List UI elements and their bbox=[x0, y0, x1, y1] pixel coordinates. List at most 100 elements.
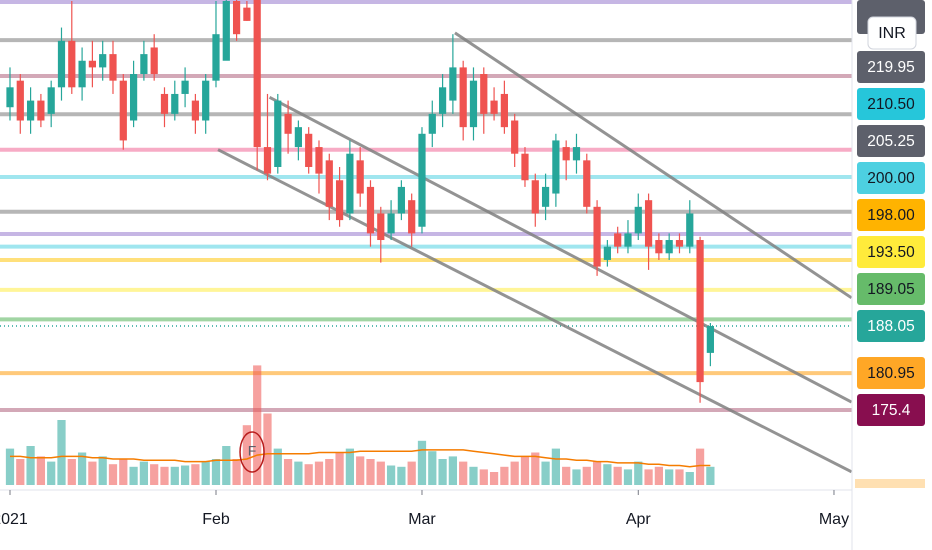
candle-body bbox=[377, 213, 385, 241]
candle-body bbox=[232, 0, 241, 35]
currency-button[interactable]: INR bbox=[867, 16, 917, 50]
candle-body bbox=[99, 54, 107, 68]
volume-bar bbox=[438, 459, 447, 485]
volume-bar bbox=[685, 472, 694, 485]
volume-bar bbox=[428, 451, 437, 485]
candle-body bbox=[212, 34, 220, 81]
volume-bar bbox=[366, 459, 375, 485]
x-tick-label: May bbox=[819, 511, 849, 528]
candle-body bbox=[634, 206, 642, 234]
candle-body bbox=[263, 147, 272, 174]
candle-body bbox=[541, 186, 550, 207]
volume-bar bbox=[706, 466, 715, 485]
price-label-bg bbox=[857, 125, 925, 158]
candle-body bbox=[490, 100, 498, 114]
x-tick-label: Mar bbox=[408, 511, 436, 528]
volume-bar bbox=[26, 446, 35, 485]
annotation-text: F bbox=[248, 443, 257, 459]
volume-bar bbox=[675, 469, 684, 485]
candle-body bbox=[243, 7, 251, 21]
volume-bar bbox=[77, 452, 87, 485]
candle-body bbox=[449, 67, 457, 101]
candle-body bbox=[253, 0, 261, 148]
volume-bar bbox=[489, 472, 499, 485]
volume-bar bbox=[654, 466, 663, 485]
volume-bar bbox=[510, 461, 519, 485]
candle-body bbox=[16, 80, 24, 121]
candle-body bbox=[305, 133, 313, 167]
volume-bar bbox=[572, 469, 581, 485]
volume-bar bbox=[397, 466, 406, 485]
candle-body bbox=[68, 40, 76, 88]
candle-body bbox=[335, 180, 344, 221]
axis-marker bbox=[855, 479, 925, 488]
candle-body bbox=[140, 54, 148, 75]
volume-bar bbox=[562, 466, 571, 485]
candle-body bbox=[706, 326, 714, 353]
volume-bar bbox=[592, 461, 602, 485]
volume-ma-line bbox=[9, 449, 711, 468]
volume-bar bbox=[191, 464, 200, 485]
volume-bar bbox=[541, 461, 550, 485]
volume-bar bbox=[613, 466, 622, 485]
volume-bar bbox=[623, 469, 633, 485]
candle-body bbox=[119, 80, 127, 141]
volume-bar bbox=[695, 448, 705, 485]
candle-body bbox=[655, 240, 663, 254]
price-label-bg bbox=[857, 236, 925, 269]
candle-body bbox=[356, 160, 364, 194]
candle-body bbox=[47, 87, 55, 114]
candle-body bbox=[583, 160, 591, 207]
volume-bar bbox=[294, 461, 303, 485]
volume-bar bbox=[139, 461, 149, 485]
volume-bar bbox=[150, 464, 159, 485]
currency-button-text[interactable]: INR bbox=[878, 25, 906, 42]
volume-bar bbox=[356, 456, 365, 485]
candle-body bbox=[686, 213, 694, 247]
candle-body bbox=[459, 67, 467, 128]
price-label-bg bbox=[857, 273, 925, 306]
volume-bar bbox=[500, 466, 509, 485]
volume-bar bbox=[47, 461, 56, 485]
plot-area: F bbox=[0, 0, 852, 485]
candle-body bbox=[644, 200, 653, 247]
volume-bar bbox=[644, 469, 653, 485]
volume-bar bbox=[129, 466, 138, 485]
trendline bbox=[268, 95, 852, 404]
price-label-bg bbox=[857, 88, 925, 121]
price-label-bg bbox=[857, 356, 925, 389]
volume-bar bbox=[520, 456, 530, 485]
volume-bar bbox=[665, 469, 674, 485]
x-tick-label: 2021 bbox=[0, 511, 28, 528]
volume-bar bbox=[16, 459, 25, 485]
candle-body bbox=[171, 93, 179, 114]
candle-body bbox=[202, 80, 210, 121]
volume-bar bbox=[459, 461, 468, 485]
candle-body bbox=[26, 100, 35, 121]
price-label: 210.50 bbox=[867, 96, 915, 113]
candle-body bbox=[346, 153, 354, 214]
volume-bar bbox=[160, 466, 169, 485]
volume-bar bbox=[582, 466, 591, 485]
price-label: 205.25 bbox=[867, 133, 914, 150]
volume-bar bbox=[304, 464, 313, 485]
volume-bar bbox=[222, 446, 231, 485]
price-label: 198.00 bbox=[867, 207, 915, 224]
volume-bar bbox=[5, 448, 15, 485]
trendline bbox=[454, 31, 852, 300]
volume-bar bbox=[448, 456, 458, 485]
candle-body bbox=[521, 153, 529, 181]
volume-bar bbox=[345, 448, 355, 485]
candle-body bbox=[665, 240, 673, 254]
volume-bar bbox=[325, 459, 334, 485]
candle-body bbox=[88, 60, 96, 68]
currency-button-frame[interactable] bbox=[867, 16, 917, 50]
price-label: 188.05 bbox=[867, 318, 914, 335]
price-label-bg bbox=[857, 393, 925, 426]
price-label: 189.05 bbox=[867, 281, 914, 298]
candle-body bbox=[160, 93, 169, 114]
volume-bar bbox=[67, 459, 76, 485]
volume-bar bbox=[479, 469, 488, 485]
trendline bbox=[217, 148, 852, 474]
